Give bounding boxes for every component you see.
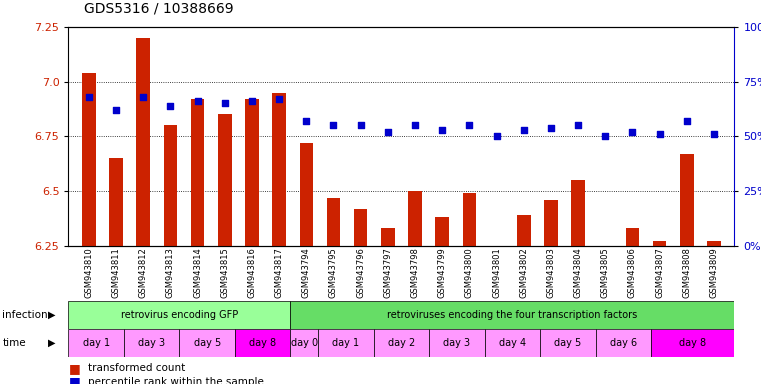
Bar	[596, 329, 651, 357]
Point	[517, 127, 530, 133]
Text: ■: ■	[68, 375, 80, 384]
Point	[654, 131, 666, 137]
Bar	[326, 198, 340, 246]
Bar	[572, 180, 585, 246]
Text: ■: ■	[68, 362, 80, 375]
Point	[110, 107, 122, 113]
Point	[572, 122, 584, 128]
Bar	[517, 215, 530, 246]
Point	[246, 98, 258, 104]
Bar	[68, 329, 124, 357]
Bar	[680, 154, 693, 246]
Text: day 5: day 5	[193, 338, 221, 348]
Point	[83, 94, 95, 100]
Text: GDS5316 / 10388669: GDS5316 / 10388669	[84, 2, 234, 15]
Text: day 4: day 4	[499, 338, 526, 348]
Text: percentile rank within the sample: percentile rank within the sample	[88, 377, 263, 384]
Point	[708, 131, 720, 137]
Bar	[235, 329, 291, 357]
Bar	[707, 242, 721, 246]
Point	[273, 96, 285, 102]
Text: retroviruses encoding the four transcription factors: retroviruses encoding the four transcrip…	[387, 310, 638, 320]
Text: day 1: day 1	[83, 338, 110, 348]
Text: transformed count: transformed count	[88, 363, 185, 373]
Bar	[429, 329, 485, 357]
Point	[218, 101, 231, 107]
Text: retrovirus encoding GFP: retrovirus encoding GFP	[121, 310, 238, 320]
Text: ▶: ▶	[48, 338, 56, 348]
Point	[599, 133, 611, 139]
Point	[490, 133, 502, 139]
Bar	[435, 217, 449, 246]
Bar	[245, 99, 259, 246]
Bar	[318, 329, 374, 357]
Bar	[540, 329, 596, 357]
Bar	[68, 301, 291, 329]
Bar	[218, 114, 231, 246]
Bar	[272, 93, 286, 246]
Text: day 3: day 3	[139, 338, 165, 348]
Text: day 5: day 5	[554, 338, 581, 348]
Text: day 8: day 8	[679, 338, 706, 348]
Bar	[544, 200, 558, 246]
Bar	[408, 191, 422, 246]
Bar	[164, 126, 177, 246]
Text: ▶: ▶	[48, 310, 56, 320]
Point	[409, 122, 421, 128]
Point	[192, 98, 204, 104]
Text: day 6: day 6	[610, 338, 637, 348]
Point	[463, 122, 476, 128]
Bar	[291, 301, 734, 329]
Point	[355, 122, 367, 128]
Point	[300, 118, 313, 124]
Bar	[180, 329, 235, 357]
Text: infection: infection	[2, 310, 48, 320]
Point	[626, 129, 638, 135]
Point	[137, 94, 149, 100]
Bar	[374, 329, 429, 357]
Text: day 1: day 1	[333, 338, 359, 348]
Text: time: time	[2, 338, 26, 348]
Bar	[626, 228, 639, 246]
Bar	[110, 158, 123, 246]
Point	[327, 122, 339, 128]
Bar	[651, 329, 734, 357]
Bar	[463, 193, 476, 246]
Text: day 0: day 0	[291, 338, 318, 348]
Bar	[485, 329, 540, 357]
Bar	[300, 143, 313, 246]
Bar	[82, 73, 96, 246]
Bar	[136, 38, 150, 246]
Text: day 3: day 3	[444, 338, 470, 348]
Bar	[191, 99, 205, 246]
Bar	[381, 228, 395, 246]
Point	[382, 129, 394, 135]
Bar	[354, 209, 368, 246]
Point	[164, 103, 177, 109]
Bar	[291, 329, 318, 357]
Point	[436, 127, 448, 133]
Text: day 8: day 8	[249, 338, 276, 348]
Point	[545, 124, 557, 131]
Bar	[653, 242, 667, 246]
Point	[681, 118, 693, 124]
Text: day 2: day 2	[388, 338, 415, 348]
Bar	[124, 329, 180, 357]
